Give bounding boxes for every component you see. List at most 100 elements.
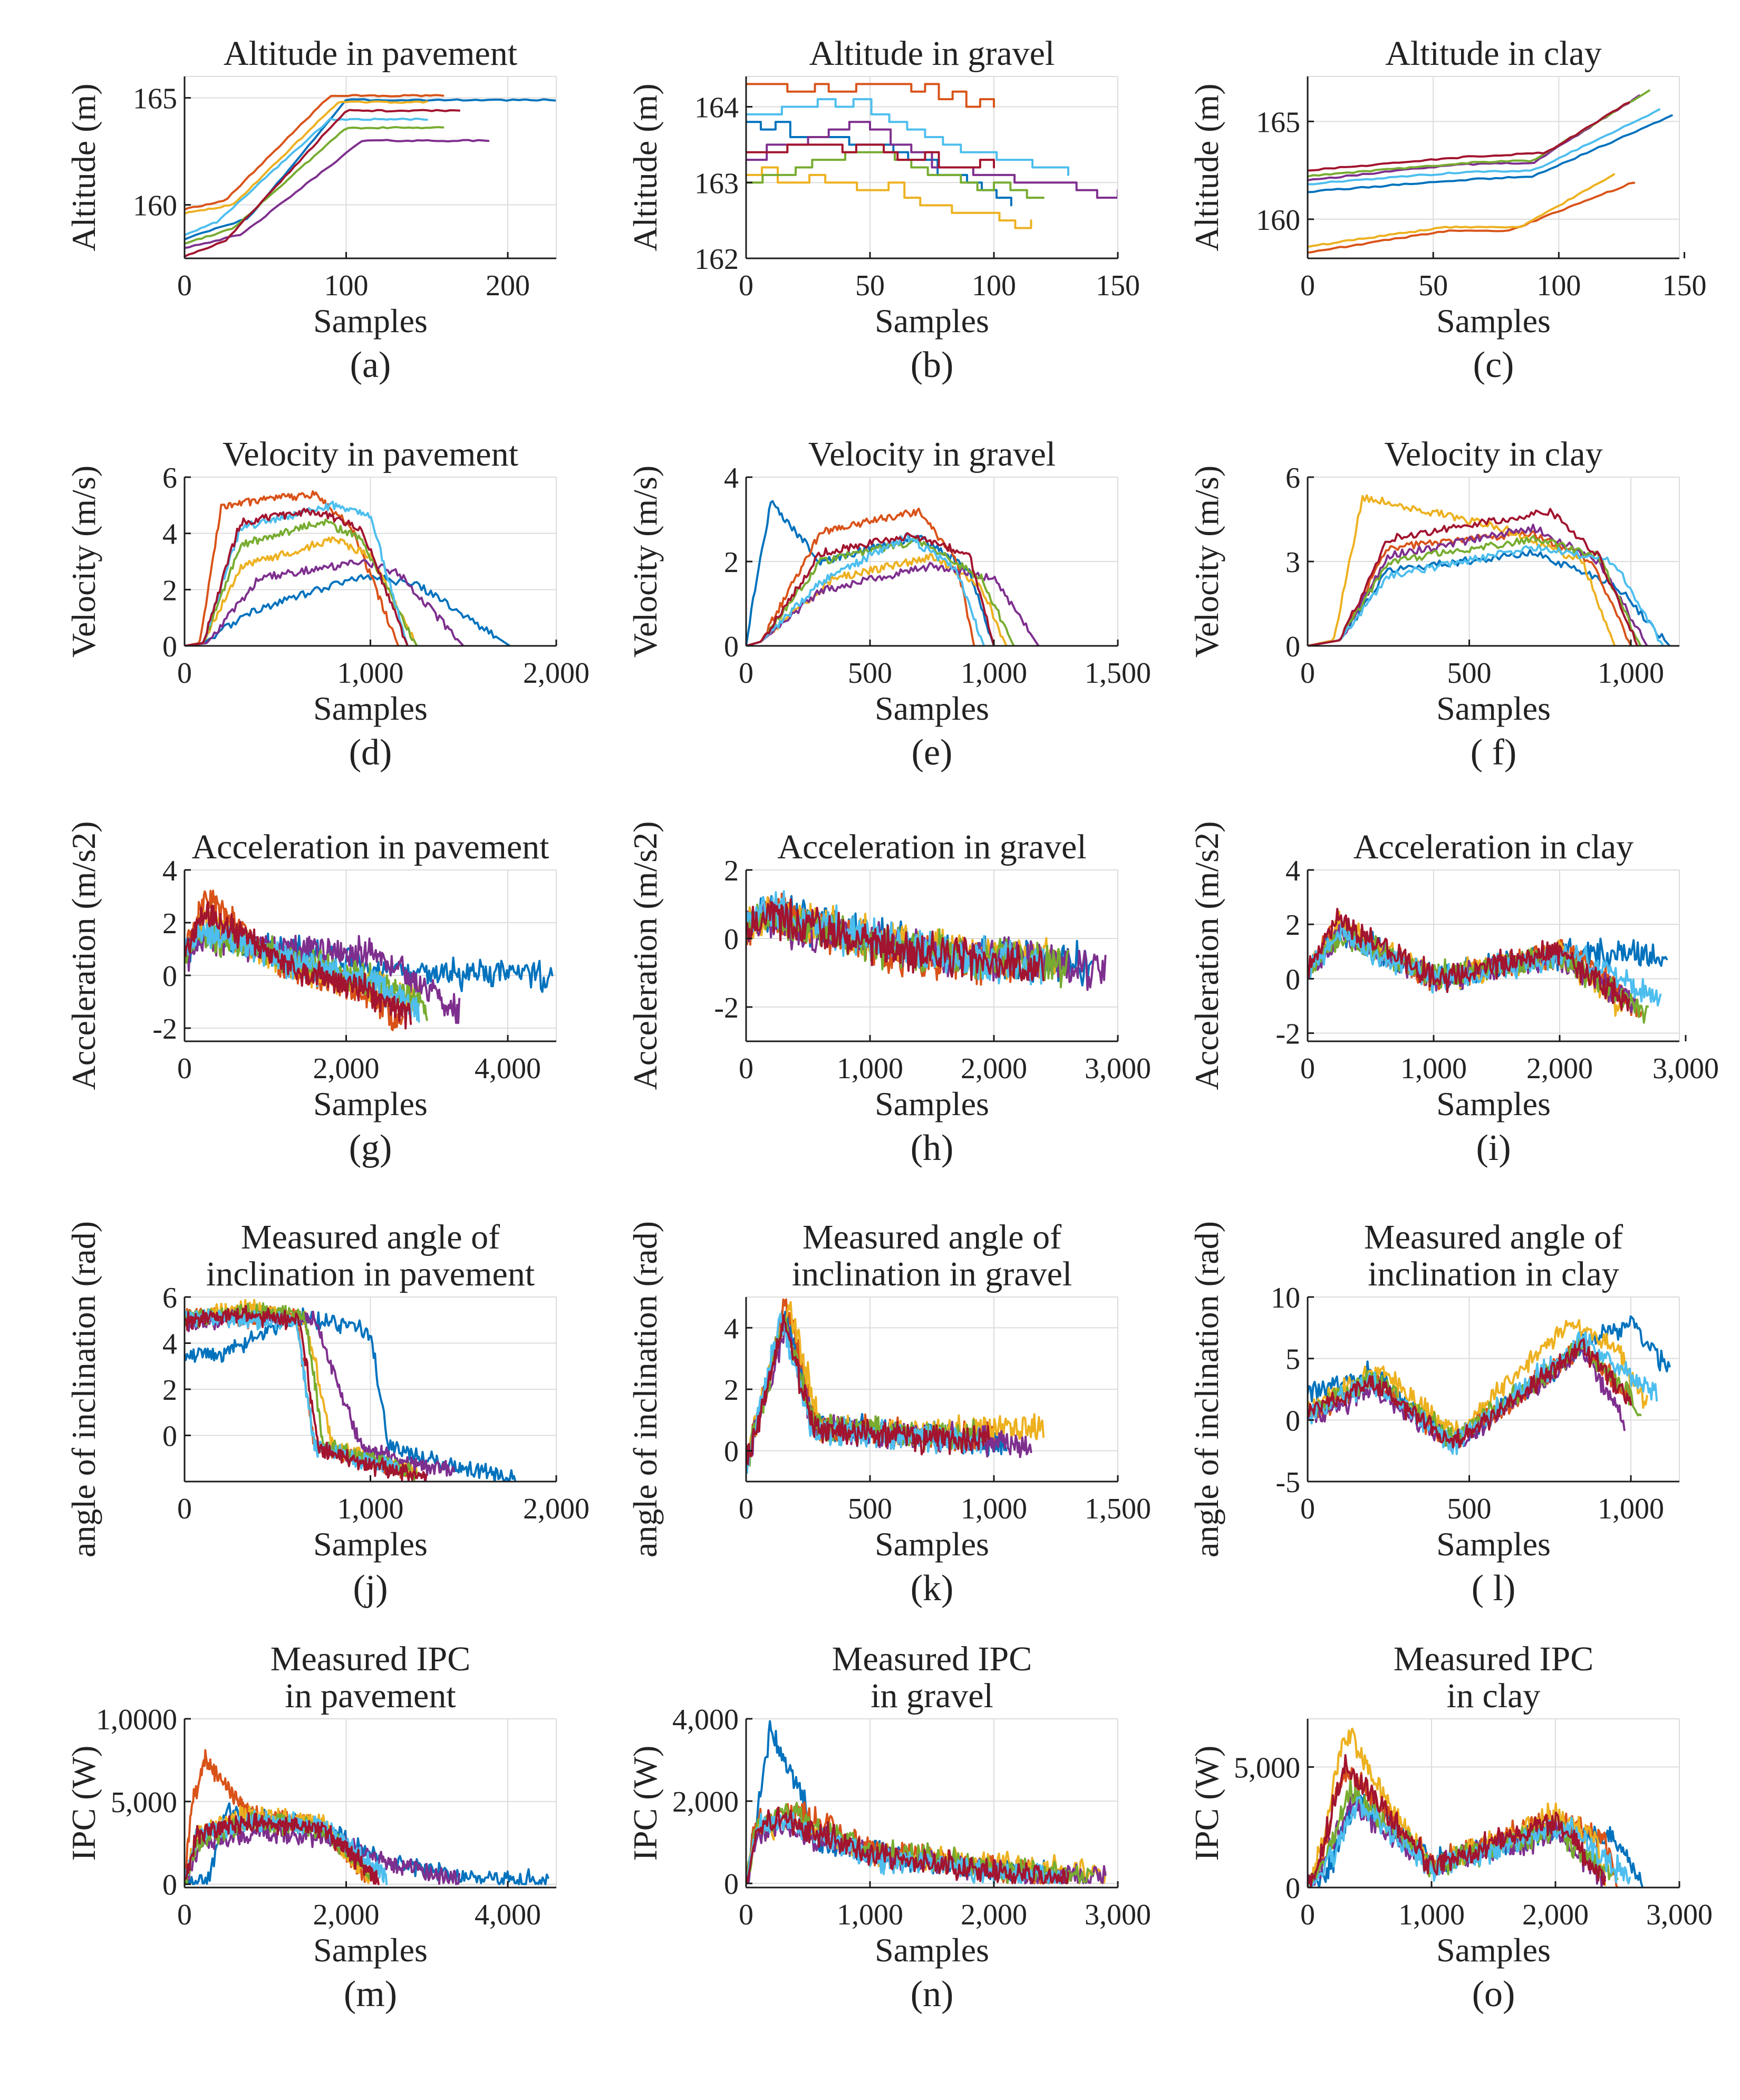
y-tick-label: 0 — [162, 960, 177, 993]
series-line-3 — [1308, 173, 1616, 248]
panel-label: (c) — [1473, 345, 1514, 385]
series-line-1 — [185, 1307, 517, 1482]
chart-title: Acceleration in gravel — [777, 828, 1086, 866]
x-tick-label: 500 — [1447, 657, 1492, 690]
y-tick-label: 4 — [162, 1328, 177, 1361]
x-axis-label: Samples — [875, 690, 989, 727]
x-tick-label: 0 — [739, 1052, 753, 1085]
series-group — [1308, 89, 1673, 254]
x-tick-label: 4,000 — [475, 1899, 541, 1931]
x-tick-label: 50 — [1418, 269, 1448, 302]
chart-title-line-1: Measured angle of — [1364, 1218, 1623, 1256]
series-line-7 — [185, 1812, 380, 1885]
y-axis-label: Altitude (m) — [626, 83, 664, 251]
y-tick-label: 0 — [1285, 1405, 1300, 1437]
series-line-2 — [746, 83, 995, 108]
series-line-7 — [1308, 907, 1630, 1012]
y-axis-label: Acceleration (m/s2) — [626, 821, 664, 1090]
panel-label: (b) — [911, 345, 954, 385]
x-tick-label: 1,000 — [837, 1899, 903, 1931]
chart-title-line-2: in pavement — [285, 1677, 456, 1715]
y-tick-label: 0 — [724, 1436, 739, 1468]
x-tick-label: 0 — [1300, 657, 1315, 690]
y-tick-label: 0 — [162, 631, 177, 663]
y-tick-label: 4 — [162, 855, 177, 887]
x-tick-label: 500 — [848, 657, 892, 690]
x-axis-label: Samples — [875, 1085, 989, 1122]
series-group — [1308, 1727, 1644, 1888]
y-tick-label: 165 — [1256, 106, 1300, 139]
panel-label: (h) — [911, 1128, 954, 1168]
y-tick-label: 0 — [162, 1869, 177, 1902]
x-axis-label: Samples — [1436, 690, 1551, 727]
chart-title-line-1: Measured angle of — [803, 1218, 1061, 1256]
x-tick-label: 100 — [324, 269, 369, 302]
x-tick-label: 3,000 — [1652, 1052, 1719, 1085]
x-tick-label: 1,000 — [961, 1493, 1027, 1525]
y-axis-label: IPC (W) — [626, 1746, 664, 1861]
x-tick-label: 2,000 — [1526, 1052, 1593, 1085]
y-tick-label: 6 — [162, 1282, 177, 1314]
series-line-4 — [185, 1821, 461, 1885]
y-tick-label: 0 — [1285, 1872, 1300, 1905]
series-group — [746, 1298, 1045, 1474]
chart-title: Acceleration in pavement — [191, 828, 549, 866]
x-tick-label: 0 — [739, 269, 753, 302]
x-tick-label: 1,000 — [1598, 1493, 1664, 1525]
panel-a: 0 100 200 160 165 Altitude in pavement Samples… — [65, 34, 557, 385]
y-tick-label: 10 — [1271, 1282, 1300, 1314]
panel-label: ( l) — [1472, 1568, 1516, 1609]
y-axis-label: Velocity (m/s) — [1188, 466, 1225, 657]
x-tick-label: 0 — [1300, 1899, 1315, 1931]
y-tick-label: 0 — [1285, 963, 1300, 996]
chart-title: Velocity in clay — [1384, 435, 1602, 473]
series-line-1 — [1308, 114, 1673, 193]
x-tick-label: 0 — [177, 269, 192, 302]
series-group — [185, 1299, 517, 1482]
y-tick-label: 4 — [1285, 855, 1300, 887]
x-tick-label: 1,000 — [1398, 1899, 1465, 1931]
x-axis-label: Samples — [1436, 1931, 1551, 1969]
x-tick-label: 0 — [177, 1052, 192, 1085]
y-tick-label: 162 — [694, 243, 739, 276]
x-tick-label: 0 — [177, 657, 192, 690]
panel-n: 0 1,000 2,000 3,000 0 2,000 4,000 Measured IPCi… — [626, 1640, 1151, 2015]
series-line-1 — [185, 574, 511, 646]
x-tick-label: 2,000 — [1522, 1899, 1589, 1931]
series-line-7 — [1308, 101, 1630, 172]
series-line-4 — [746, 562, 1040, 646]
series-line-4 — [746, 121, 1118, 199]
x-tick-label: 50 — [855, 269, 885, 302]
y-tick-label: 0 — [162, 1420, 177, 1453]
panel-label: (j) — [353, 1568, 388, 1609]
y-axis-label: angle of inclination (rad) — [1188, 1221, 1225, 1557]
series-group — [185, 889, 554, 1031]
chart-title-line-1: Measured IPC — [1394, 1640, 1593, 1678]
y-tick-label: 2 — [162, 907, 177, 940]
x-axis-label: Samples — [875, 1931, 989, 1969]
series-group — [185, 94, 556, 258]
x-tick-label: 1,000 — [1598, 657, 1664, 690]
series-line-6 — [185, 921, 420, 1023]
y-tick-label: 163 — [694, 167, 739, 200]
panel-b: 0 50 100 150 162 163 164 Altitude in gravel Samp… — [626, 34, 1140, 385]
x-tick-label: 1,000 — [961, 657, 1027, 690]
series-line-6 — [746, 533, 985, 646]
x-tick-label: 3,000 — [1646, 1899, 1713, 1931]
series-line-2 — [1308, 181, 1636, 254]
panel-label: (k) — [911, 1568, 954, 1609]
series-group — [746, 500, 1040, 646]
panel-label: (a) — [350, 345, 391, 385]
series-group — [746, 1720, 1107, 1885]
series-line-7 — [746, 898, 1045, 982]
x-axis-label: Samples — [1436, 302, 1551, 340]
y-tick-label: 2 — [162, 574, 177, 607]
y-tick-label: 5 — [1285, 1343, 1300, 1376]
series-line-6 — [1308, 108, 1660, 186]
panel-label: ( f) — [1471, 732, 1516, 773]
